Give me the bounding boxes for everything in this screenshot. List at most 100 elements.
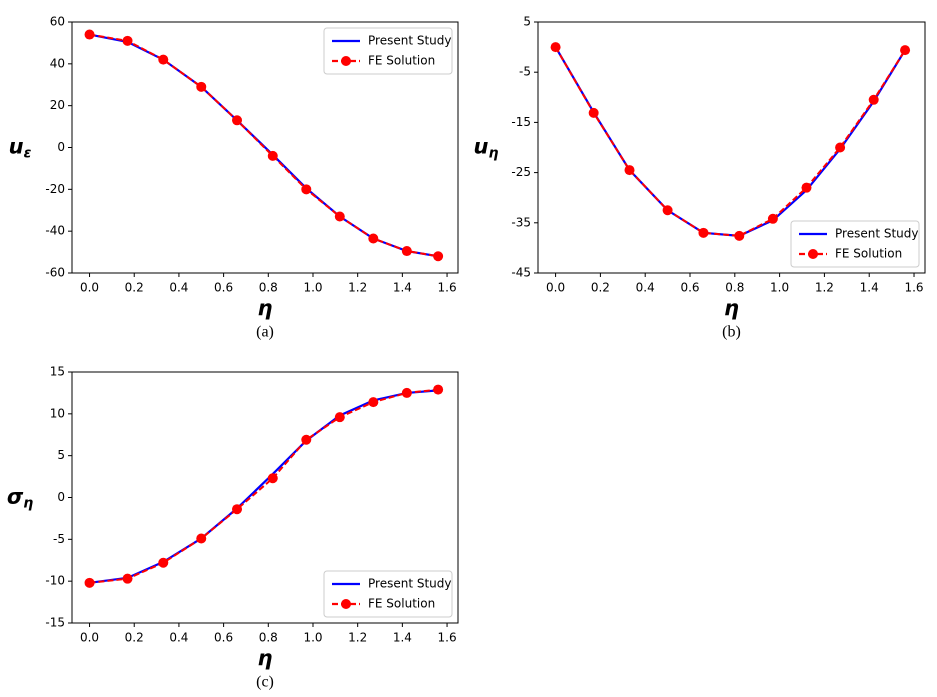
legend-label: Present Study [368, 577, 451, 591]
y-tick-label: -40 [45, 224, 65, 238]
y-tick-label: -5 [519, 65, 531, 79]
marker [588, 107, 599, 118]
x-tick-label: 1.2 [348, 631, 367, 645]
x-tick-label: 1.6 [904, 281, 923, 295]
y-tick-label: 40 [50, 56, 65, 70]
marker [698, 227, 709, 238]
x-tick-label: 1.4 [860, 281, 879, 295]
y-tick-label: 20 [50, 98, 65, 112]
legend-marker [808, 249, 818, 259]
x-tick-label: 0.8 [259, 281, 278, 295]
marker [835, 142, 846, 153]
marker [368, 233, 379, 244]
caption: (b) [722, 324, 741, 341]
legend-label: Present Study [368, 34, 451, 48]
marker [900, 45, 911, 56]
legend-label: Present Study [835, 227, 918, 241]
x-tick-label: 0.4 [169, 631, 188, 645]
y-tick-label: 15 [50, 365, 65, 379]
caption: (a) [256, 324, 274, 341]
marker [801, 182, 812, 193]
x-tick-label: 0.4 [169, 281, 188, 295]
y-tick-label: 5 [57, 448, 65, 462]
y-axis-label: uε [9, 135, 32, 162]
marker [624, 165, 635, 176]
legend-box [790, 220, 920, 268]
y-tick-label: -60 [45, 266, 65, 280]
series-line [554, 46, 906, 237]
y-tick-label: 10 [50, 406, 65, 420]
y-tick-label: 60 [50, 15, 65, 29]
x-tick-label: 0.2 [125, 631, 144, 645]
marker [868, 94, 879, 105]
x-tick-label: 1.2 [815, 281, 834, 295]
marker [550, 42, 561, 53]
marker [84, 577, 95, 588]
y-axis-label-sub: ε [24, 146, 32, 162]
plot-frame [537, 21, 926, 274]
marker [301, 434, 312, 445]
legend-box [323, 570, 453, 618]
x-axis-label: η [724, 296, 739, 320]
y-tick-label: -20 [45, 182, 65, 196]
marker [267, 473, 278, 484]
marker [196, 533, 207, 544]
y-axis-label-sub: η [488, 146, 498, 162]
y-axis-label-main: u [9, 135, 24, 159]
marker [84, 29, 95, 40]
x-tick-label: 1.6 [438, 281, 457, 295]
legend-label: FE Solution [835, 247, 902, 261]
marker [196, 81, 207, 92]
series-line [89, 388, 439, 584]
y-tick-label: 0 [57, 140, 65, 154]
y-axis-label-main: σ [7, 485, 24, 509]
y-axis-label-main: u [474, 135, 489, 159]
marker [158, 54, 169, 65]
x-tick-label: 1.0 [303, 281, 322, 295]
x-tick-label: 0.0 [80, 631, 99, 645]
marker [433, 251, 444, 262]
x-tick-label: 0.0 [80, 281, 99, 295]
y-tick-label: -15 [511, 115, 531, 129]
marker [267, 150, 278, 161]
x-tick-label: 0.8 [259, 631, 278, 645]
marker [662, 205, 673, 216]
x-tick-label: 0.6 [214, 281, 233, 295]
x-tick-label: 1.4 [393, 631, 412, 645]
y-tick-label: 0 [57, 490, 65, 504]
series-line [554, 46, 907, 237]
y-tick-label: -35 [511, 215, 531, 229]
marker [232, 504, 243, 515]
x-tick-label: 0.0 [546, 281, 565, 295]
legend-marker [341, 599, 351, 609]
x-tick-label: 0.6 [680, 281, 699, 295]
legend-label: FE Solution [368, 597, 435, 611]
y-tick-label: 5 [523, 15, 531, 29]
x-tick-label: 0.2 [591, 281, 610, 295]
marker [767, 213, 778, 224]
caption: (c) [256, 674, 274, 691]
y-axis-label: ση [7, 485, 33, 512]
x-tick-label: 0.4 [636, 281, 655, 295]
y-tick-label: -45 [511, 266, 531, 280]
x-tick-label: 1.2 [348, 281, 367, 295]
x-tick-label: 0.6 [214, 631, 233, 645]
marker [401, 246, 412, 257]
y-axis-label-sub: η [23, 496, 33, 512]
x-tick-label: 0.8 [725, 281, 744, 295]
marker [401, 387, 412, 398]
marker [158, 557, 169, 568]
x-tick-label: 0.2 [125, 281, 144, 295]
marker [122, 35, 133, 46]
legend-label: FE Solution [368, 54, 435, 68]
y-tick-label: -5 [53, 532, 65, 546]
x-axis-label: η [258, 296, 273, 320]
marker [433, 384, 444, 395]
marker [734, 230, 745, 241]
marker [232, 115, 243, 126]
legend-marker [341, 56, 351, 66]
marker [301, 184, 312, 195]
x-tick-label: 1.4 [393, 281, 412, 295]
marker [334, 211, 345, 222]
